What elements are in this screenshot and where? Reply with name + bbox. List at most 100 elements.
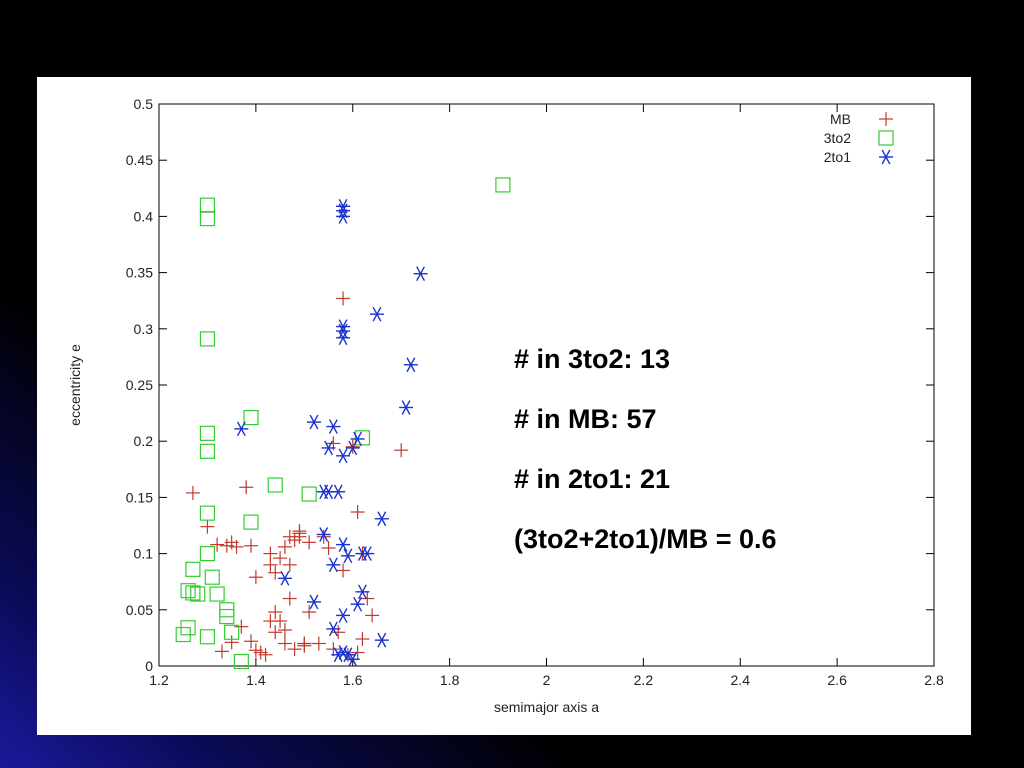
legend-label-3to2: 3to2 — [824, 130, 851, 146]
scatter-chart: 1.2 1.4 1.6 1.8 2 2.2 2.4 2.6 2.8 0 0.05 0.1 0.15 0.2… — [67, 96, 944, 715]
point-mb — [268, 605, 283, 620]
point-mb — [239, 480, 254, 495]
point-mb — [292, 529, 307, 544]
point-2to1 — [277, 570, 292, 586]
y-tick-label: 0.35 — [126, 265, 153, 281]
y-tick-label: 0 — [145, 658, 153, 674]
point-2to1 — [336, 448, 351, 464]
point-3to2 — [185, 585, 201, 601]
point-mb — [268, 565, 283, 580]
point-mb — [350, 505, 365, 520]
point-3to2 — [199, 629, 216, 645]
point-3to2 — [301, 486, 317, 502]
point-mb — [229, 539, 244, 554]
point-3to2 — [495, 177, 511, 193]
point-mb — [350, 645, 365, 660]
point-2to1 — [350, 431, 365, 447]
point-2to1 — [369, 306, 384, 322]
point-mb — [210, 537, 225, 552]
point-mb — [277, 636, 292, 651]
point-3to2 — [199, 211, 216, 227]
stat-ratio: (3to2+2to1)/MB = 0.6 — [514, 524, 777, 554]
y-tick-label: 0.3 — [134, 321, 154, 337]
stat-3to2-count: # in 3to2: 13 — [514, 344, 671, 374]
point-mb — [244, 538, 259, 553]
point-2to1 — [234, 421, 249, 437]
point-2to1 — [336, 203, 351, 219]
x-tick-label: 1.6 — [343, 672, 363, 688]
x-axis-label: semimajor axis a — [494, 699, 599, 715]
point-3to2 — [243, 514, 259, 530]
point-2to1 — [374, 511, 389, 527]
legend-label-2to1: 2to1 — [824, 149, 851, 165]
point-2to1 — [316, 527, 331, 542]
point-mb — [248, 570, 263, 585]
point-mb — [302, 605, 317, 620]
point-mb — [297, 636, 312, 651]
point-2to1 — [336, 209, 351, 224]
point-mb — [321, 540, 336, 555]
point-mb — [234, 619, 249, 634]
point-mb — [316, 529, 331, 544]
point-3to2 — [243, 409, 259, 426]
point-mb — [258, 647, 273, 662]
point-mb — [273, 614, 288, 629]
y-tick-label: 0.4 — [134, 208, 154, 224]
point-mb — [268, 625, 283, 640]
stats-block: # in 3to2: 13 # in MB: 57 # in 2to1: 21 … — [514, 329, 777, 569]
point-mb — [282, 557, 297, 572]
point-mb — [365, 608, 380, 623]
point-mb — [302, 535, 317, 550]
point-2to1 — [326, 621, 341, 637]
point-2to1 — [336, 645, 351, 660]
point-2to1 — [350, 596, 365, 612]
x-tick-label: 1.8 — [440, 672, 460, 688]
point-mb — [331, 625, 346, 640]
x-tick-label: 1.2 — [149, 672, 169, 688]
point-mb — [214, 644, 229, 659]
point-3to2 — [199, 331, 216, 347]
point-2to1 — [355, 584, 370, 600]
point-2to1 — [326, 557, 341, 573]
point-2to1 — [345, 651, 360, 667]
x-tick-label: 1.4 — [246, 672, 266, 688]
y-tick-label: 0.05 — [126, 602, 153, 618]
point-mb — [394, 443, 409, 458]
point-mb — [311, 636, 326, 651]
point-mb — [360, 591, 375, 606]
x-tick-label: 2 — [543, 672, 551, 688]
point-mb — [287, 642, 302, 657]
legend-label-mb: MB — [830, 111, 851, 127]
point-2to1 — [403, 357, 418, 373]
y-tick-label: 0.2 — [134, 433, 154, 449]
point-3to2 — [199, 546, 216, 562]
y-tick-label: 0.5 — [134, 96, 154, 112]
legend-marker-2to1 — [879, 149, 893, 165]
point-3to2 — [219, 608, 235, 625]
x-tick-label: 2.2 — [634, 672, 654, 688]
point-3to2 — [204, 569, 220, 585]
point-3to2 — [190, 586, 206, 602]
point-mb — [273, 551, 288, 566]
point-3to2 — [224, 624, 240, 640]
point-mb — [277, 623, 292, 638]
y-tick-label: 0.15 — [126, 489, 153, 505]
point-3to2 — [199, 505, 216, 521]
point-3to2 — [199, 443, 216, 459]
legend-marker-3to2 — [878, 130, 894, 146]
point-3to2 — [233, 653, 249, 670]
x-tick-label: 2.4 — [731, 672, 751, 688]
x-tick-label: 2.8 — [924, 672, 944, 688]
point-2to1 — [336, 323, 351, 339]
stat-mb-count: # in MB: 57 — [514, 404, 657, 434]
y-tick-label: 0.25 — [126, 377, 153, 393]
point-2to1 — [326, 419, 341, 434]
point-mb — [282, 591, 297, 606]
point-3to2 — [354, 430, 371, 446]
point-3to2 — [180, 620, 196, 636]
point-mb — [263, 546, 278, 561]
point-2to1 — [340, 548, 355, 564]
point-mb — [200, 519, 215, 534]
chart-panel: 1.2 1.4 1.6 1.8 2 2.2 2.4 2.6 2.8 0 0.05 0.1 0.15 0.2… — [37, 77, 971, 735]
point-2to1 — [413, 266, 428, 282]
